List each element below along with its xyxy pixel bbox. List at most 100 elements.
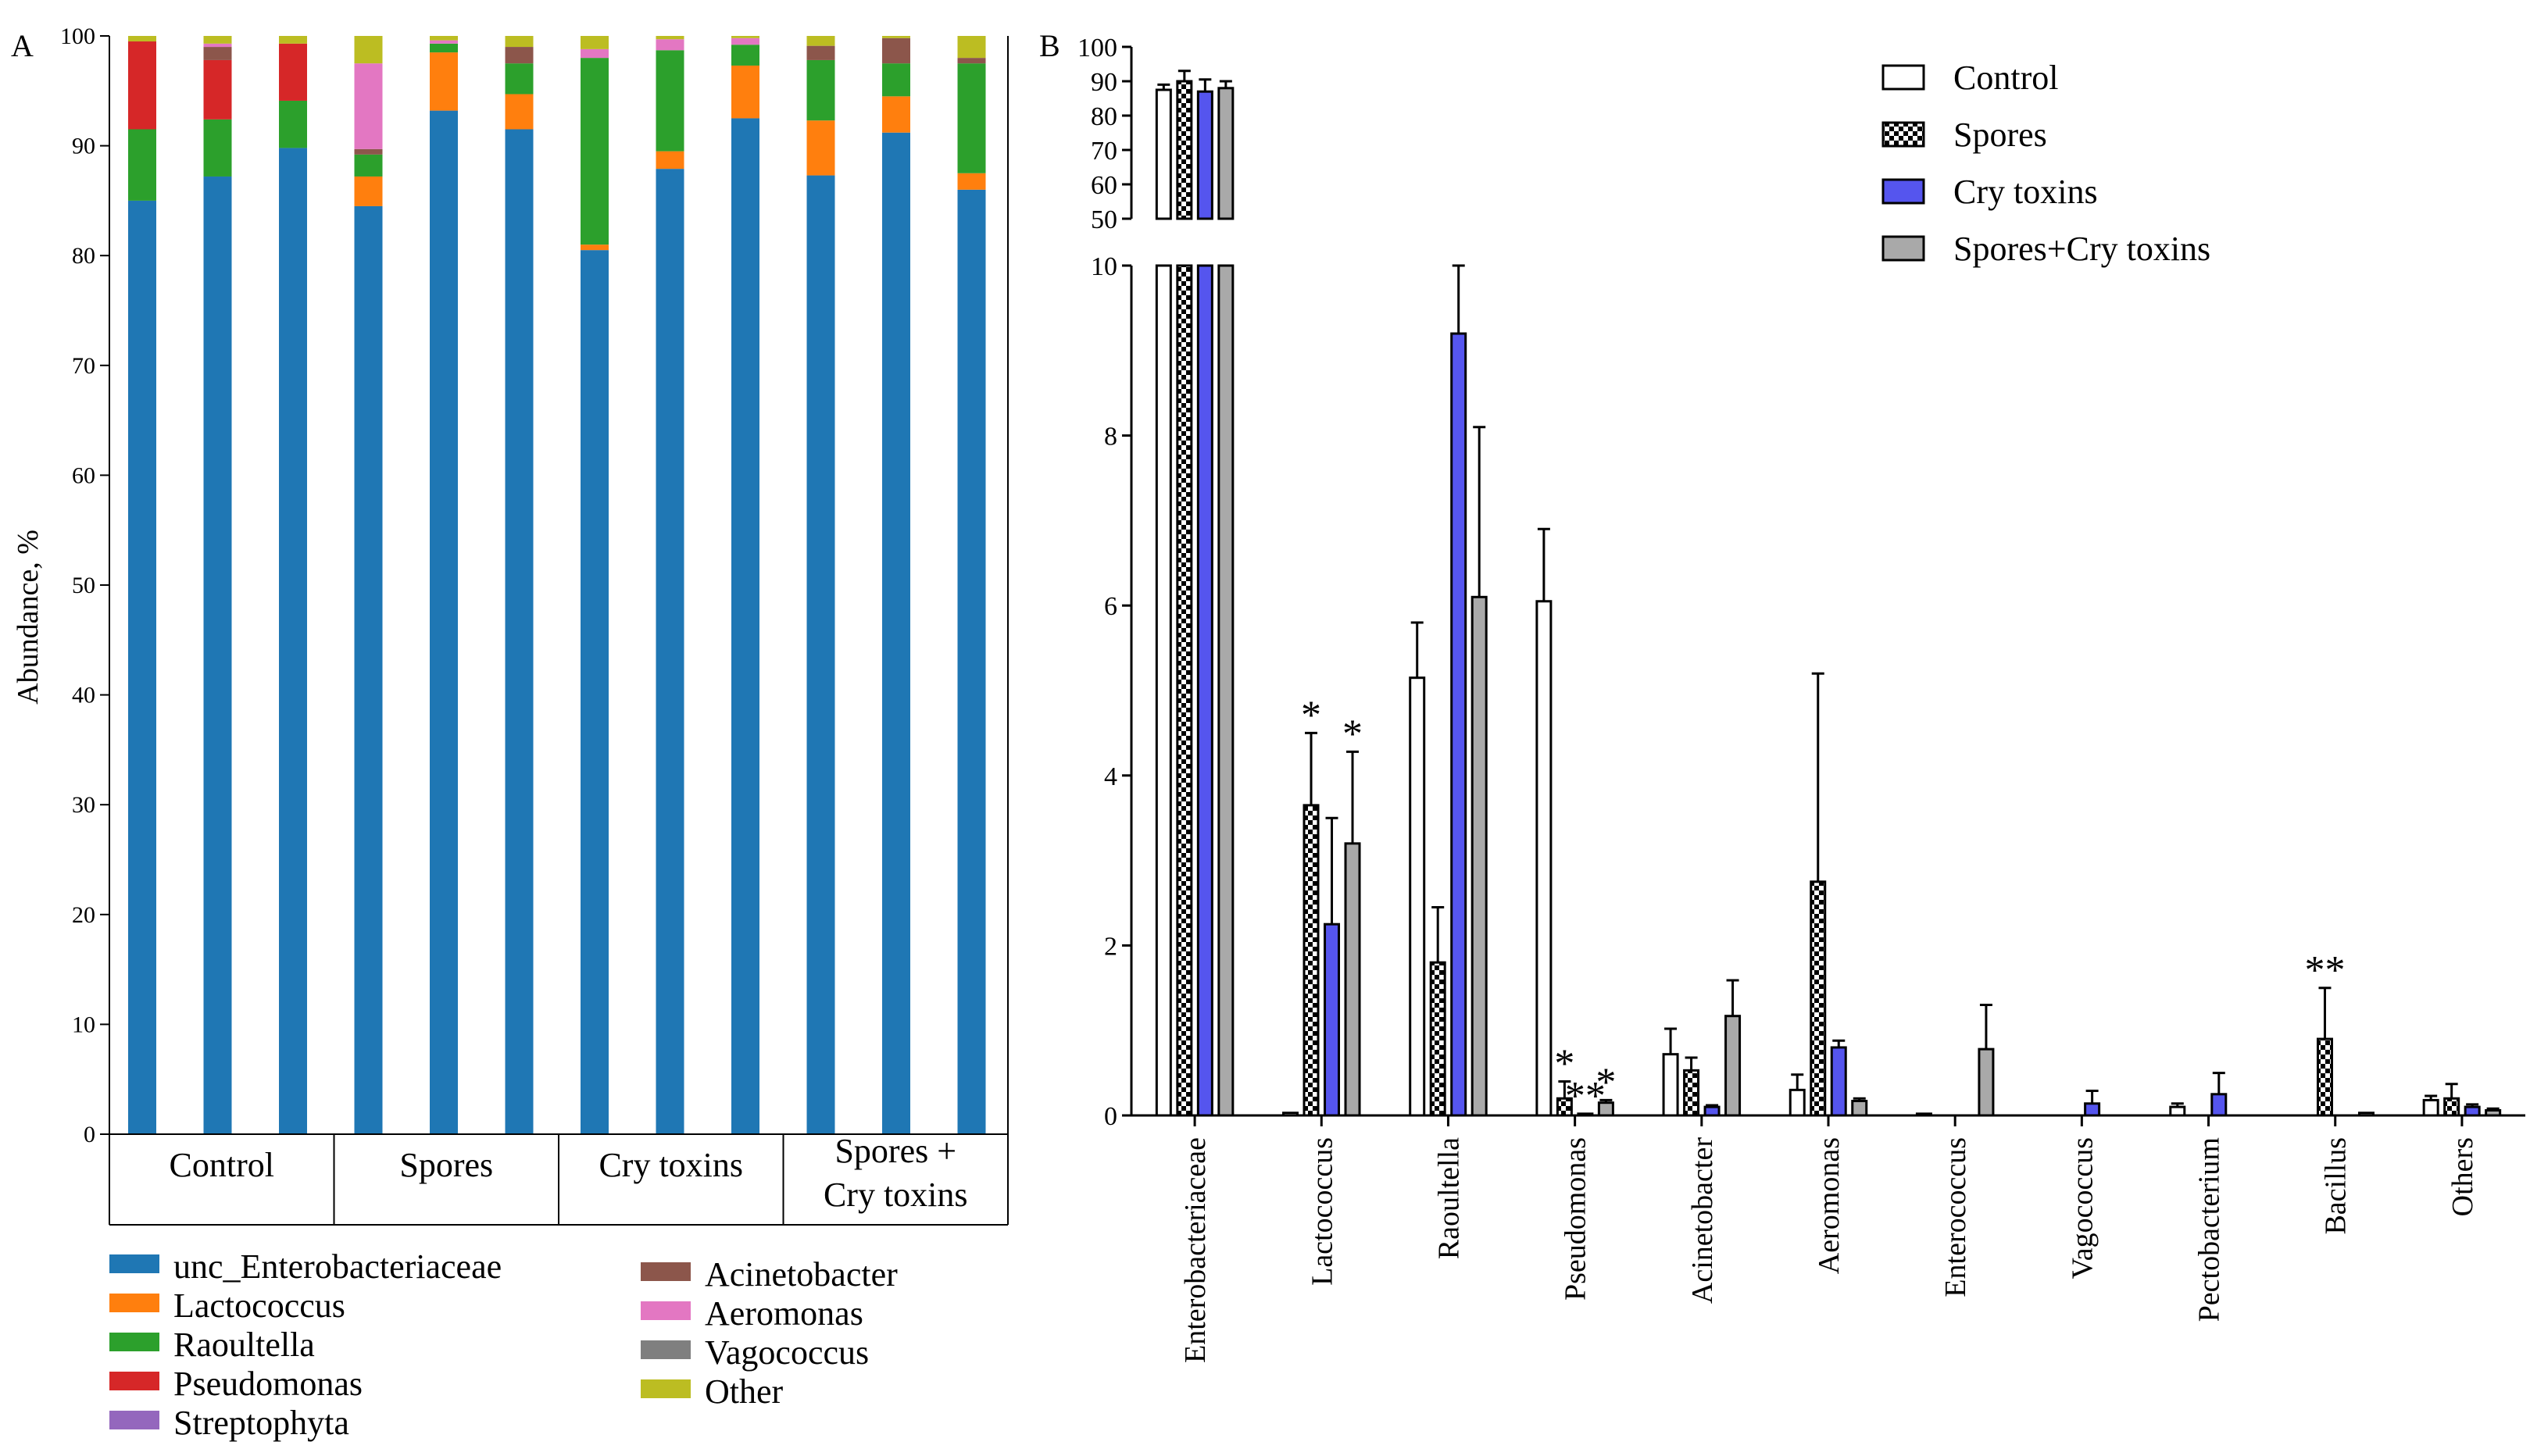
panel-b-bar-acinetobacter-spores-cry-toxins — [1724, 1015, 1742, 1117]
panel-b-upper-y-tick-label: 80 — [1091, 102, 1117, 131]
panel-a-segment-unc-enterobacteriaceae — [806, 175, 835, 1134]
panel-b-lower-y-tick-label: 10 — [1091, 252, 1117, 281]
panel-a-segment-other — [354, 36, 383, 64]
panel-b-bar-aeromonas-cry-toxins — [1830, 1046, 1847, 1117]
panel-b-bar-lactococcus-cry-toxins — [1324, 922, 1341, 1117]
panel-a-legend-swatch-aeromonas — [641, 1301, 691, 1320]
panel-b-lower-y-tick-label: 6 — [1104, 592, 1117, 621]
panel-a-y-tick-label: 50 — [72, 573, 95, 598]
panel-a-segment-other — [731, 36, 759, 38]
panel-b-bar-enterobacteriaceae-spores-upper — [1176, 80, 1193, 220]
panel-b-category-label-others: Others — [2446, 1137, 2479, 1216]
panel-a-segment-raoultella — [581, 58, 609, 245]
panel-a-segment-other — [505, 36, 534, 48]
panel-b-legend-swatch-control — [1881, 64, 1925, 91]
panel-b-category-label-vagococcus: Vagococcus — [2066, 1137, 2099, 1279]
panel-a-segment-unc-enterobacteriaceae — [128, 200, 156, 1134]
panel-a-legend-swatch-pseudomonas — [109, 1372, 159, 1390]
panel-a-y-tick-label: 90 — [72, 134, 95, 159]
panel-b-significance-mark: ** — [1565, 1074, 1606, 1119]
panel-a-y-tick-label: 30 — [72, 792, 95, 818]
panel-a-segment-aeromonas — [656, 39, 684, 51]
panel-a-segment-acinetobacter — [505, 47, 534, 64]
panel-b-bars — [1155, 70, 2502, 1117]
panel-a-segment-acinetobacter — [882, 37, 910, 64]
panel-b-significance-mark: * — [1342, 712, 1363, 756]
panel-b-lower-y-tick-label: 2 — [1104, 932, 1117, 961]
panel-a-legend-swatch-unc-enterobacteriaceae — [109, 1254, 159, 1273]
panel-a-segment-aeromonas — [354, 63, 383, 149]
panel-b-bar-aeromonas-control — [1789, 1088, 1806, 1117]
panel-b-bar-others-spores-cry-toxins — [2485, 1108, 2502, 1117]
panel-b-lower-y-tick-label: 4 — [1104, 762, 1117, 791]
panel-b-label: B — [1039, 28, 1060, 63]
panel-a-segment-unc-enterobacteriaceae — [731, 118, 759, 1135]
panel-b-upper-y-tick-label: 50 — [1091, 205, 1117, 234]
panel-a-segment-other — [957, 36, 986, 59]
panel-b-bar-bacillus-spores — [2316, 1037, 2333, 1117]
panel-a-legend-label-pseudomonas: Pseudomonas — [173, 1365, 363, 1403]
panel-a-segment-pseudomonas — [203, 59, 232, 120]
panel-a-segment-raoultella — [731, 45, 759, 66]
panel-a-segment-unc-enterobacteriaceae — [505, 129, 534, 1134]
panel-a-segment-pseudomonas — [279, 43, 307, 101]
panel-a-y-tick-label: 60 — [72, 462, 95, 488]
panel-b-bar-pseudomonas-control — [1535, 600, 1553, 1117]
panel-b-category-labels: Enterobacteriaceae Lactococcus Raoultella P… — [1179, 1137, 2479, 1363]
panel-a-segment-aeromonas — [731, 37, 759, 45]
panel-a-plot-frame — [109, 36, 1009, 1135]
panel-b-bar-raoultella-spores-cry-toxins — [1470, 595, 1488, 1117]
panel-b-category-label-pseudomonas: Pseudomonas — [1560, 1137, 1592, 1301]
panel-a-segment-raoultella — [203, 119, 232, 177]
panel-a-y-axis: 0 10 20 30 40 50 60 70 80 90 100 — [60, 23, 110, 1147]
panel-b-category-label-bacillus: Bacillus — [2320, 1137, 2353, 1235]
panel-a-y-tick-label: 0 — [84, 1122, 95, 1147]
panel-b-bar-raoultella-cry-toxins — [1450, 332, 1467, 1117]
panel-a-legend-label-streptophyta: Streptophyta — [173, 1404, 349, 1442]
panel-b-legend-label-spores: Spores — [1953, 116, 2047, 154]
panel-b-bar-enterobacteriaceae-spores-cry-toxins — [1217, 264, 1235, 1117]
panel-b-bar-pectobacterium-control — [2169, 1105, 2186, 1117]
panel-a-legend: unc_EnterobacteriaceaeLactococcusRaoulte… — [109, 1247, 898, 1442]
panel-a-segment-raoultella — [806, 59, 835, 121]
panel-a-segment-acinetobacter — [957, 58, 986, 64]
panel-b-upper-y-tick-label: 70 — [1091, 137, 1117, 166]
panel-b-bar-vagococcus-cry-toxins — [2084, 1102, 2101, 1117]
panel-a-legend-label-raoultella: Raoultella — [173, 1326, 315, 1364]
panel-b-bar-acinetobacter-control — [1662, 1053, 1679, 1117]
panel-b-bar-others-control — [2422, 1098, 2439, 1117]
panel-b-bar-raoultella-spores — [1429, 961, 1446, 1117]
panel-b-category-label-acinetobacter: Acinetobacter — [1686, 1137, 1719, 1304]
panel-a-bars — [128, 36, 986, 1135]
panel-b-category-label-enterobacteriaceae: Enterobacteriaceae — [1179, 1137, 1212, 1363]
panel-a-segment-lactococcus — [731, 65, 759, 119]
panel-a-segment-lactococcus — [957, 173, 986, 190]
panel-a-segment-unc-enterobacteriaceae — [354, 205, 383, 1135]
panel-a-y-tick-label: 100 — [60, 23, 95, 49]
panel-a-group-label-spores: Spores — [399, 1146, 493, 1184]
panel-b-bar-acinetobacter-cry-toxins — [1703, 1105, 1721, 1117]
panel-a-legend-label-vagococcus: Vagococcus — [705, 1333, 869, 1372]
panel-a-segment-aeromonas — [203, 43, 232, 48]
panel-a-legend-label-aeromonas: Aeromonas — [705, 1294, 863, 1333]
panel-a-legend-swatch-vagococcus — [641, 1340, 691, 1359]
panel-a-legend-label-acinetobacter: Acinetobacter — [705, 1255, 898, 1294]
panel-b-bar-others-spores — [2443, 1097, 2460, 1117]
panel-b-bar-enterobacteriaceae-control-upper — [1155, 88, 1172, 220]
panel-b-bar-aeromonas-spores-cry-toxins — [1851, 1100, 1868, 1117]
panel-b-legend-label-control: Control — [1953, 59, 2058, 97]
panel-b-legend-label-spores-cry-toxins: Spores+Cry toxins — [1953, 230, 2210, 268]
panel-a-segment-acinetobacter — [806, 45, 835, 60]
panel-a-segment-other — [279, 36, 307, 44]
panel-a-segment-other — [203, 36, 232, 44]
panel-b-bar-pectobacterium-cry-toxins — [2210, 1093, 2228, 1117]
panel-b-bar-enterobacteriaceae-cry-toxins-upper — [1196, 90, 1213, 220]
panel-b-lower-y-tick-label: 8 — [1104, 423, 1117, 451]
panel-b-bar-enterobacteriaceae-spores — [1176, 264, 1193, 1117]
panel-a-legend-label-unc-enterobacteriaceae: unc_Enterobacteriaceae — [173, 1247, 502, 1286]
panel-a-y-tick-label: 10 — [72, 1012, 95, 1037]
panel-a-y-tick-label: 70 — [72, 353, 95, 379]
panel-b-significance-mark: ** — [2304, 948, 2345, 993]
panel-b-significance-mark: * — [1301, 693, 1321, 737]
